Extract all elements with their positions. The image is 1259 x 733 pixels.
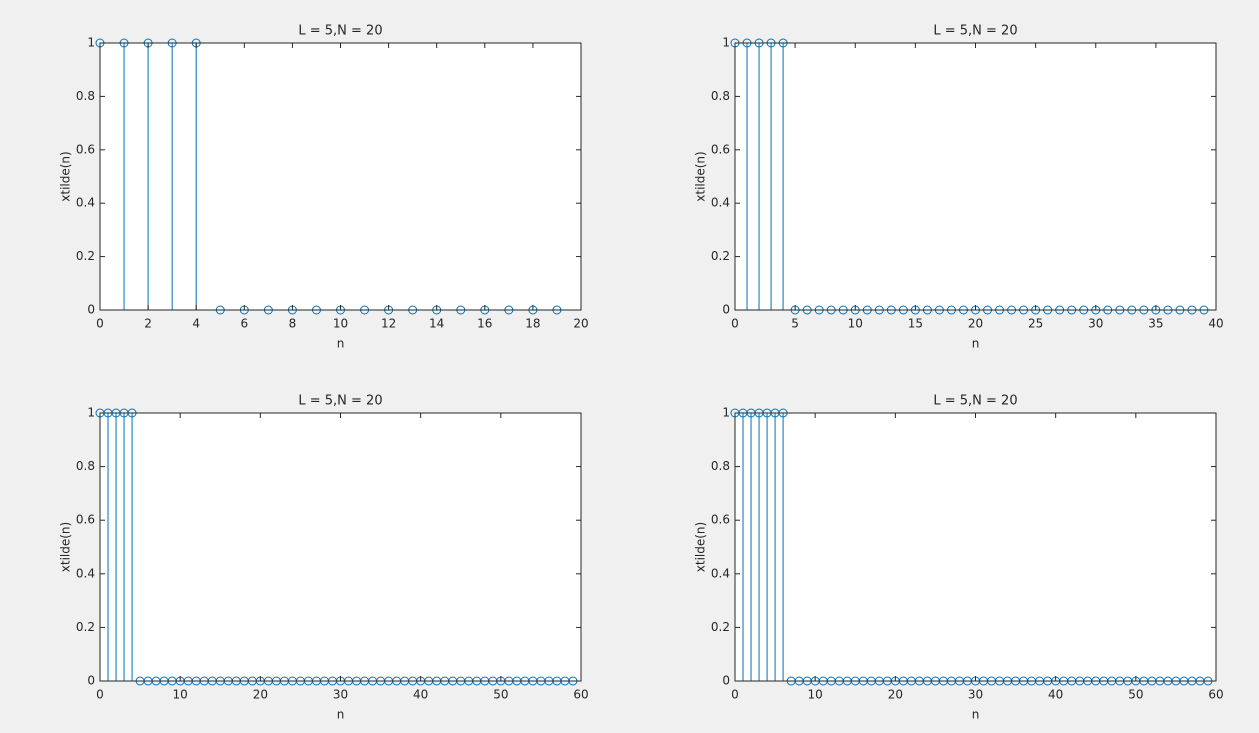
axes-background xyxy=(100,413,581,681)
axes-box xyxy=(99,412,582,682)
y-tick-label: 1 xyxy=(87,36,95,50)
x-tick-label: 35 xyxy=(1148,317,1163,331)
y-tick-label: 0 xyxy=(722,303,730,317)
x-tick-label: 14 xyxy=(429,317,444,331)
y-tick-label: 0.6 xyxy=(711,513,730,527)
axes-background xyxy=(735,43,1216,310)
x-tick-label: 15 xyxy=(908,317,923,331)
x-tick-label: 16 xyxy=(477,317,492,331)
x-tick-label: 10 xyxy=(173,688,188,702)
x-tick-label: 40 xyxy=(1048,688,1063,702)
axes-background xyxy=(100,43,581,310)
y-tick-label: 0 xyxy=(87,674,95,688)
x-tick-label: 50 xyxy=(493,688,508,702)
y-axis-label: xtilde(n) xyxy=(59,151,73,201)
x-tick-label: 10 xyxy=(808,688,823,702)
y-tick-label: 0.4 xyxy=(711,566,730,580)
x-tick-label: 30 xyxy=(968,688,983,702)
x-tick-label: 2 xyxy=(144,317,152,331)
y-tick-label: 0.6 xyxy=(76,513,95,527)
y-tick-label: 0.6 xyxy=(711,142,730,156)
x-tick-label: 0 xyxy=(96,688,104,702)
x-tick-label: 60 xyxy=(573,688,588,702)
y-tick-label: 0.4 xyxy=(711,196,730,210)
x-tick-label: 10 xyxy=(848,317,863,331)
axes-box xyxy=(734,42,1217,311)
x-tick-label: 8 xyxy=(289,317,297,331)
x-tick-label: 5 xyxy=(791,317,799,331)
y-tick-label: 0.6 xyxy=(76,142,95,156)
x-axis-label: n xyxy=(972,708,980,722)
y-tick-label: 0 xyxy=(722,674,730,688)
y-axis-label: xtilde(n) xyxy=(694,151,708,201)
chart-title: L = 5,N = 20 xyxy=(298,394,382,409)
chart-title: L = 5,N = 20 xyxy=(933,394,1017,409)
x-tick-label: 60 xyxy=(1208,688,1223,702)
x-tick-label: 20 xyxy=(968,317,983,331)
x-tick-label: 30 xyxy=(333,688,348,702)
y-tick-label: 0.8 xyxy=(711,89,730,103)
x-axis-label: n xyxy=(972,337,980,351)
x-tick-label: 10 xyxy=(333,317,348,331)
x-tick-label: 25 xyxy=(1028,317,1043,331)
x-tick-label: 20 xyxy=(573,317,588,331)
axes-box xyxy=(99,42,582,311)
axes-box xyxy=(734,412,1217,682)
x-tick-label: 20 xyxy=(253,688,268,702)
x-tick-label: 20 xyxy=(888,688,903,702)
x-tick-label: 0 xyxy=(731,688,739,702)
x-axis-label: n xyxy=(337,337,345,351)
y-tick-label: 1 xyxy=(722,36,730,50)
axes-background xyxy=(735,413,1216,681)
x-axis-label: n xyxy=(337,708,345,722)
y-tick-label: 0.2 xyxy=(711,249,730,263)
y-tick-label: 0.4 xyxy=(76,196,95,210)
x-tick-label: 12 xyxy=(381,317,396,331)
y-axis-label: xtilde(n) xyxy=(59,522,73,572)
y-axis-label: xtilde(n) xyxy=(694,522,708,572)
y-tick-label: 0.2 xyxy=(711,620,730,634)
x-tick-label: 40 xyxy=(413,688,428,702)
y-tick-label: 0.8 xyxy=(711,459,730,473)
y-tick-label: 0.2 xyxy=(76,249,95,263)
y-tick-label: 0.8 xyxy=(76,459,95,473)
x-tick-label: 0 xyxy=(96,317,104,331)
y-tick-label: 0.8 xyxy=(76,89,95,103)
x-tick-label: 18 xyxy=(525,317,540,331)
x-tick-label: 6 xyxy=(240,317,248,331)
y-tick-label: 0.2 xyxy=(76,620,95,634)
x-tick-label: 50 xyxy=(1128,688,1143,702)
x-tick-label: 30 xyxy=(1088,317,1103,331)
x-tick-label: 40 xyxy=(1208,317,1223,331)
x-tick-label: 0 xyxy=(731,317,739,331)
y-tick-label: 1 xyxy=(87,406,95,420)
y-tick-label: 0 xyxy=(87,303,95,317)
y-tick-label: 1 xyxy=(722,406,730,420)
chart-title: L = 5,N = 20 xyxy=(933,24,1017,39)
x-tick-label: 4 xyxy=(192,317,200,331)
y-tick-label: 0.4 xyxy=(76,566,95,580)
chart-title: L = 5,N = 20 xyxy=(298,24,382,39)
